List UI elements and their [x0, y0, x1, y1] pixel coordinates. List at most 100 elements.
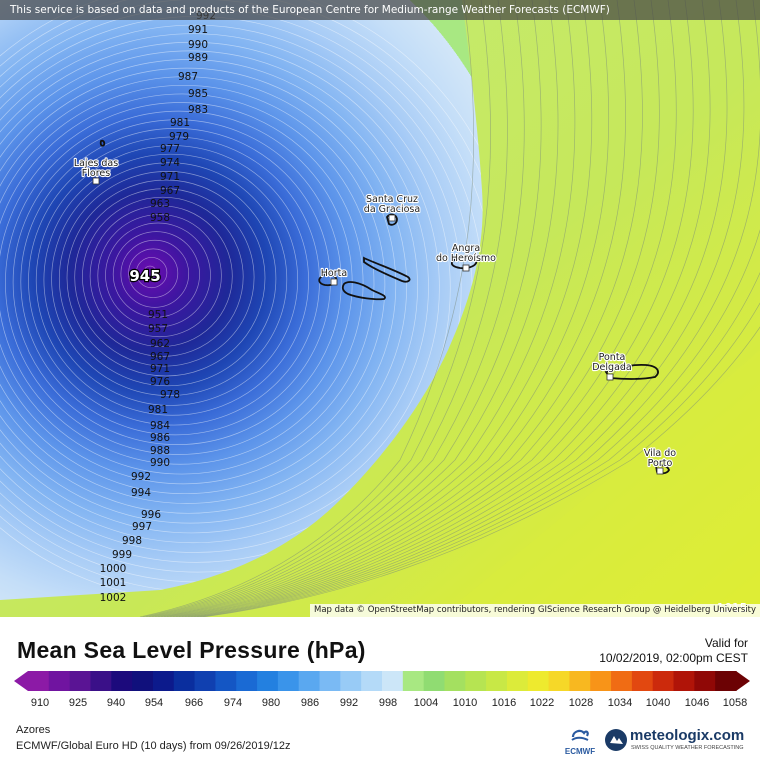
- colorbar-tick-label: 998: [378, 697, 398, 709]
- pressure-map[interactable]: 9929919909899879859839819799779749719679…: [0, 0, 760, 617]
- isobar: [157, 0, 576, 617]
- colorbar-tick-label: 980: [261, 697, 281, 709]
- colorbar-cell: [194, 671, 217, 691]
- isobar: [154, 0, 559, 617]
- isobar: [0, 102, 364, 465]
- isobar-label: 988: [150, 445, 170, 457]
- colorbar-cell: [444, 671, 466, 691]
- isobar: [145, 0, 508, 617]
- isobar-label: 977: [160, 143, 180, 155]
- city-marker: [92, 177, 100, 185]
- city-label: Ponta: [599, 352, 626, 363]
- isobar: [181, 0, 711, 617]
- isobar-label: 1002: [100, 592, 127, 604]
- colorbar-cell: [28, 671, 50, 691]
- colorbar-cell: [319, 671, 341, 691]
- city-marker: [388, 214, 396, 222]
- city-label: Horta: [321, 268, 347, 279]
- isobar-label: 967: [160, 185, 180, 197]
- colorbar-tick-label: 954: [144, 697, 164, 709]
- colorbar-cell: [423, 671, 446, 691]
- meteologix-brand: meteologix.com: [630, 727, 745, 744]
- colorbar-cell: [132, 671, 154, 691]
- city-label: Flores: [82, 168, 110, 179]
- colorbar-cell: [236, 671, 258, 691]
- colorbar-cell: [673, 671, 695, 691]
- colorbar-cell: [590, 671, 612, 691]
- center-pressure-label: 945: [129, 267, 160, 285]
- isobar-label: 994: [131, 487, 151, 499]
- color-scale-bar: [14, 671, 750, 691]
- city-label: do Heroísmo: [436, 253, 496, 264]
- valid-label: Valid for: [704, 636, 748, 650]
- isobar: [0, 93, 375, 475]
- colorbar-tick-label: 1010: [452, 697, 478, 709]
- isobar-label: 990: [188, 39, 208, 51]
- isobar-label: 998: [122, 535, 142, 547]
- colorbar-cell: [111, 671, 133, 691]
- colorbar-tick-label: 1022: [529, 697, 555, 709]
- isobar: [35, 145, 309, 416]
- isobar: [89, 205, 233, 347]
- colorbar-right-arrow: [736, 671, 750, 691]
- colorbar-tick-label: 1046: [684, 697, 710, 709]
- colorbar-tick-label: 1016: [491, 697, 517, 709]
- isobar: [139, 0, 475, 617]
- isobar-label: 986: [150, 432, 170, 444]
- isobar: [202, 326, 760, 617]
- colorbar-left-arrow: [14, 671, 28, 691]
- colorbar-cell: [69, 671, 92, 691]
- isobar-label: 967: [150, 351, 170, 363]
- isobar: [135, 257, 168, 289]
- island-pico: [363, 256, 411, 283]
- isobar-label: 962: [150, 338, 170, 350]
- colorbar-cell: [715, 671, 737, 691]
- city-label: Angra: [452, 243, 480, 254]
- meteologix-logo[interactable]: meteologix.com SWISS QUALITY WEATHER FOR…: [604, 727, 744, 757]
- colorbar-tick-label: 910: [30, 697, 50, 709]
- isobar-label: 979: [169, 131, 189, 143]
- colorbar-cell: [694, 671, 716, 691]
- colorbar-cell: [382, 671, 404, 691]
- colorbar-tick-label: 974: [223, 697, 243, 709]
- colorbar-cell: [465, 671, 487, 691]
- isobar-label: 981: [170, 117, 190, 129]
- isobar-label: 992: [131, 471, 151, 483]
- ecmwf-logo[interactable]: ECMWF: [562, 728, 598, 756]
- isobar: [166, 0, 626, 617]
- isobar: [148, 0, 525, 617]
- isobar: [0, 33, 451, 544]
- island-terceira: [450, 256, 478, 270]
- isobar-label: 957: [148, 323, 168, 335]
- city-label: Vila do: [644, 448, 676, 459]
- isobar-label: 989: [188, 52, 208, 64]
- isobar: [105, 222, 211, 328]
- meteologix-tagline: SWISS QUALITY WEATHER FORECASTING: [631, 745, 744, 751]
- isobar: [184, 0, 728, 617]
- colorbar-cell: [652, 671, 675, 691]
- island-sao-jorge: [341, 281, 386, 301]
- isobar-label: 971: [150, 363, 170, 375]
- colorbar-tick-label: 1004: [413, 697, 439, 709]
- colorbar-tick-label: 966: [184, 697, 204, 709]
- isobar-label: 990: [150, 457, 170, 469]
- city-marker: [606, 373, 614, 381]
- isobar: [175, 0, 677, 617]
- colorbar-cell: [215, 671, 237, 691]
- isobar: [0, 50, 429, 524]
- isobar: [172, 0, 660, 617]
- isobar: [160, 0, 593, 617]
- isobar: [178, 0, 694, 617]
- low-pressure-area: [0, 0, 483, 600]
- colorbar-cell: [298, 671, 321, 691]
- isobar: [74, 188, 255, 367]
- isobar: [120, 239, 190, 308]
- colorbar-cell: [402, 671, 425, 691]
- isobar: [66, 179, 266, 377]
